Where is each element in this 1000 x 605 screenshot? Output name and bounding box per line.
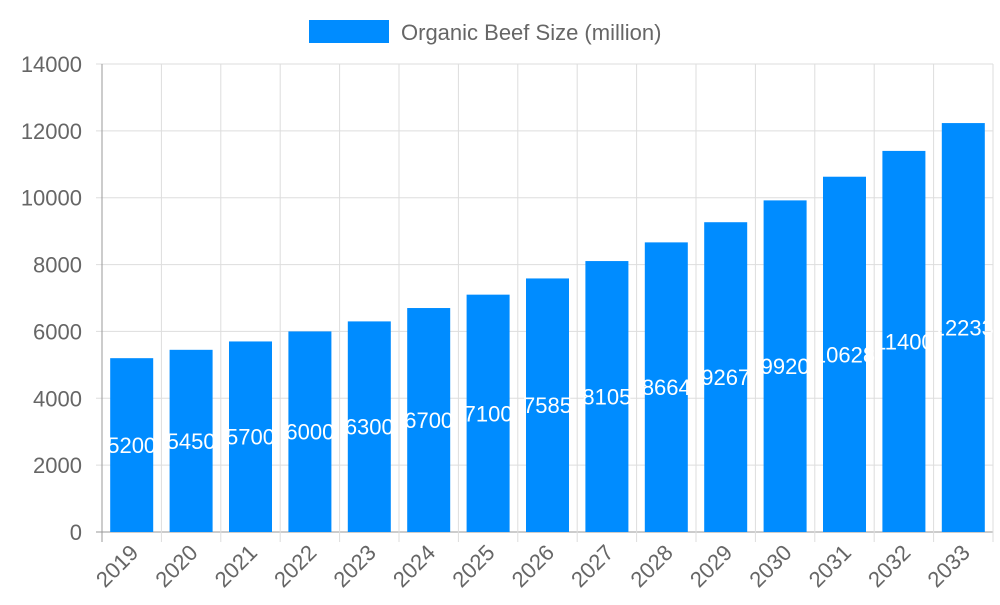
x-tick-label: 2029: [685, 540, 737, 592]
data-label: 6000: [285, 420, 334, 445]
x-tick-label: 2032: [863, 540, 915, 592]
y-tick-label: 8000: [33, 253, 82, 278]
data-label: 8105: [582, 385, 631, 410]
bar: [288, 331, 332, 532]
x-tick-label: 2028: [626, 540, 678, 592]
y-tick-label: 2000: [33, 453, 82, 478]
y-tick-label: 4000: [33, 386, 82, 411]
bar: [407, 308, 451, 532]
y-tick-label: 12000: [21, 119, 82, 144]
x-tick-label: 2030: [744, 540, 796, 592]
data-label: 5450: [167, 429, 216, 454]
data-label: 6700: [404, 408, 453, 433]
bar: [704, 222, 748, 533]
bar: [585, 261, 629, 532]
x-tick-label: 2020: [150, 540, 202, 592]
data-label: 6300: [345, 415, 394, 440]
bar: [110, 358, 154, 532]
bar: [347, 321, 391, 532]
x-tick-label: 2019: [91, 540, 143, 592]
x-tick-label: 2023: [329, 540, 381, 592]
bar: [823, 176, 866, 533]
bar: [644, 242, 688, 532]
x-tick-label: 2022: [269, 540, 321, 592]
x-tick-label: 2026: [507, 540, 559, 592]
bar: [763, 200, 807, 533]
legend-label: Organic Beef Size (million): [401, 20, 661, 45]
x-tick-label: 2027: [566, 540, 618, 592]
y-tick-label: 0: [70, 520, 82, 545]
data-label: 5200: [107, 433, 156, 458]
y-tick-label: 6000: [33, 319, 82, 344]
x-tick-label: 2025: [447, 540, 499, 592]
x-tick-label: 2021: [210, 540, 262, 592]
bar: [466, 294, 510, 532]
bar: [169, 349, 213, 532]
data-label: 7585: [523, 393, 572, 418]
bar: [526, 278, 569, 532]
data-label: 8664: [642, 375, 691, 400]
data-label: 7100: [464, 401, 513, 426]
data-label: 12233: [933, 316, 994, 341]
y-tick-label: 14000: [21, 52, 82, 77]
data-label: 11400: [874, 329, 934, 354]
data-label: 10628: [814, 342, 875, 367]
data-label: 9267: [701, 365, 750, 390]
bar: [229, 341, 272, 532]
bar: [941, 123, 985, 532]
x-tick-label: 2033: [923, 540, 975, 592]
x-tick-label: 2024: [388, 540, 440, 592]
data-label: 5700: [226, 425, 275, 450]
legend-swatch: [309, 20, 389, 43]
data-label: 9920: [761, 354, 810, 379]
x-tick-label: 2031: [804, 540, 856, 592]
y-tick-label: 10000: [21, 186, 82, 211]
bar: [882, 150, 926, 532]
